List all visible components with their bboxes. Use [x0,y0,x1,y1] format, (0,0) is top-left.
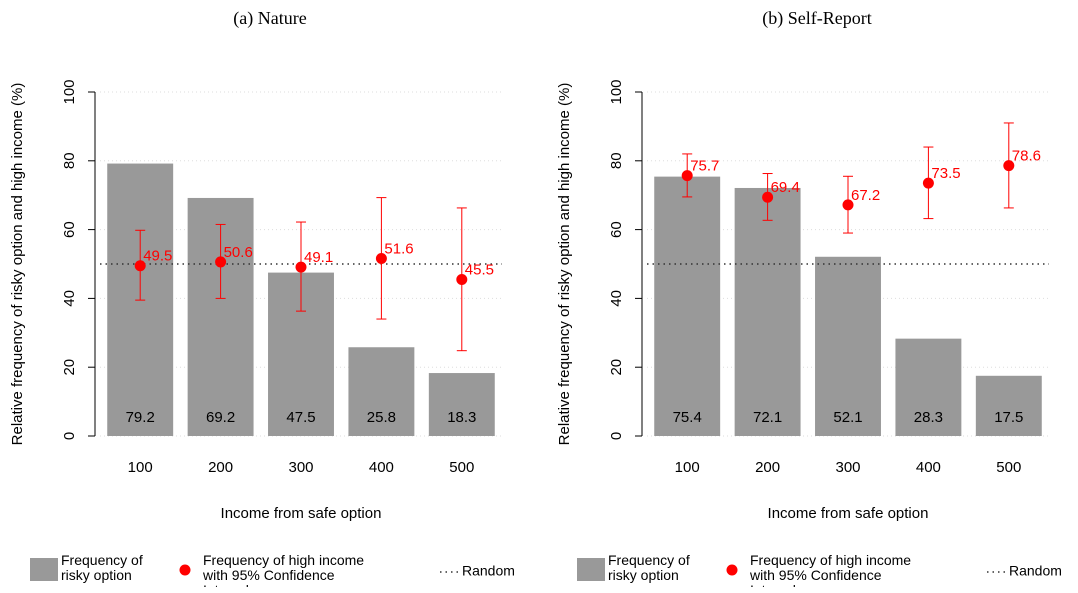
bar-value-label: 75.4 [673,409,702,426]
y-tick-label: 60 [608,221,625,238]
y-tick-label: 80 [608,152,625,169]
bar [815,256,881,436]
bar [734,187,801,436]
bar [895,338,962,436]
point [762,191,774,203]
legend-label-box: Frequency of high income with 95% Confid… [750,553,912,587]
point-value-label: 67.2 [851,187,880,204]
bar-value-label: 25.8 [367,409,396,426]
x-axis-label: Income from safe option [221,505,382,522]
legend-marker [179,564,191,576]
y-tick-label: 0 [61,432,78,440]
point-value-label: 49.1 [304,249,333,266]
y-tick-label: 20 [61,359,78,376]
legend-label-box: Frequency of risky option [608,553,690,583]
point [295,261,307,273]
x-tick-label: 500 [996,459,1021,476]
bar-value-label: 47.5 [286,409,315,426]
x-axis-label: Income from safe option [768,505,929,522]
legend-label: Random [1009,563,1062,579]
point [842,199,854,211]
chart-title: (a) Nature [233,8,306,29]
legend-swatch [577,558,605,581]
point [375,252,387,264]
bar-value-label: 17.5 [994,409,1023,426]
bar [428,373,495,436]
point [1003,160,1015,172]
y-tick-label: 40 [608,290,625,307]
point-value-label: 73.5 [931,165,960,182]
x-tick-label: 400 [916,459,941,476]
bar [975,375,1042,436]
y-tick-label: 100 [608,79,625,104]
bar-value-label: 52.1 [833,409,862,426]
x-tick-label: 300 [288,459,313,476]
bar [348,347,415,436]
point-value-label: 78.6 [1012,148,1041,165]
x-tick-label: 100 [128,459,153,476]
legend-label-box: Frequency of high income with 95% Confid… [203,553,365,587]
bar-value-label: 28.3 [914,409,943,426]
legend-label-box: Frequency of risky option [61,553,143,583]
point-value-label: 75.7 [690,158,719,175]
x-tick-label: 300 [835,459,860,476]
legend-label: Frequency of risky option [608,553,690,583]
legend-label: Frequency of risky option [61,553,143,583]
x-tick-label: 100 [675,459,700,476]
y-tick-label: 40 [61,290,78,307]
legend-label: Frequency of high income with 95% Confid… [203,553,365,587]
point-value-label: 69.4 [771,179,800,196]
x-tick-label: 500 [449,459,474,476]
y-tick-label: 100 [61,79,78,104]
point [456,273,468,285]
point [681,170,693,182]
point [134,260,146,272]
bar-value-label: 69.2 [206,409,235,426]
legend-swatch [30,558,58,581]
x-tick-label: 200 [755,459,780,476]
legend-label: Random [462,563,515,579]
point-value-label: 50.6 [224,244,253,261]
x-tick-label: 400 [369,459,394,476]
y-axis-label: Relative frequency of risky option and h… [9,83,26,446]
y-tick-label: 80 [61,152,78,169]
point [215,256,227,268]
bar-value-label: 18.3 [447,409,476,426]
point [922,177,934,189]
chart-title: (b) Self-Report [762,8,871,29]
y-tick-label: 20 [608,359,625,376]
bar-value-label: 79.2 [126,409,155,426]
x-tick-label: 200 [208,459,233,476]
legend-marker [726,564,738,576]
point-value-label: 49.5 [143,248,172,265]
y-tick-label: 60 [61,221,78,238]
legend-label: Frequency of high income with 95% Confid… [750,553,912,587]
bar-value-label: 72.1 [753,409,782,426]
bar [654,176,721,436]
y-tick-label: 0 [608,432,625,440]
y-axis-label: Relative frequency of risky option and h… [556,83,573,446]
point-value-label: 45.5 [465,261,494,278]
point-value-label: 51.6 [384,240,413,257]
